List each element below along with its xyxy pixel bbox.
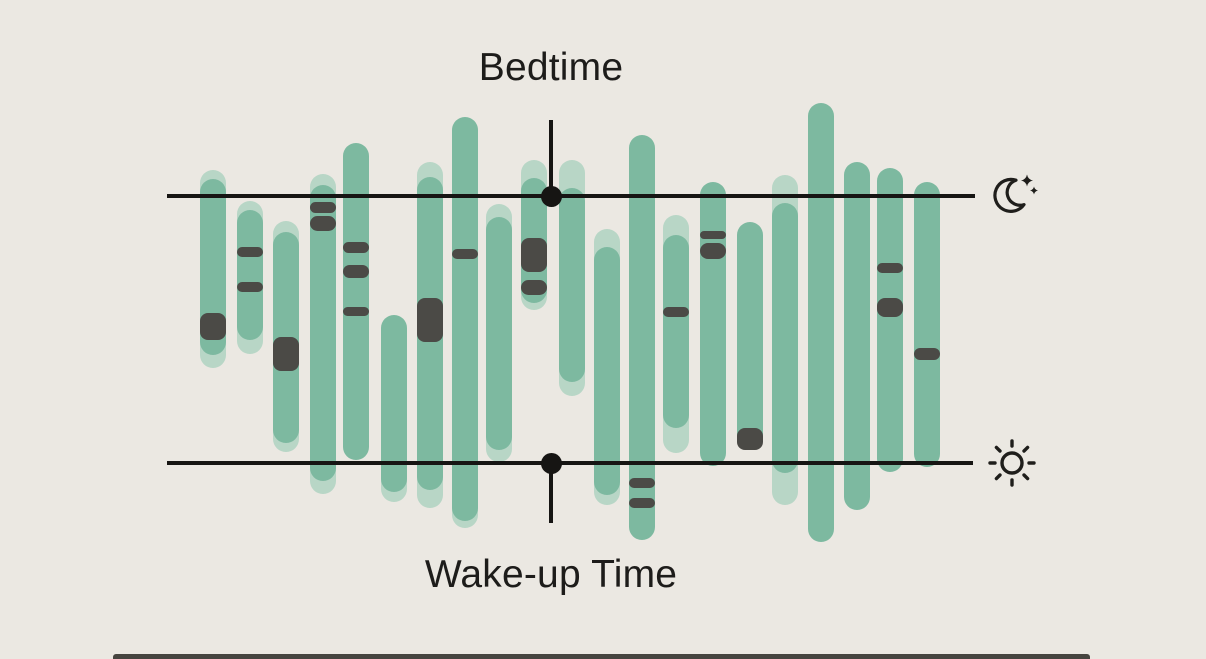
awake-segment [521,238,547,272]
awake-segment [452,249,478,259]
sleep-bar [914,182,940,467]
awake-segment [629,498,655,508]
sleep-bar [844,162,870,510]
bedtime-title: Bedtime [478,46,624,89]
wakeup-line [167,461,973,465]
bedtime-marker-dot [540,185,562,207]
sleep-bar [700,182,726,466]
wakeup-tick [549,463,553,523]
sleep-bar [381,315,407,492]
wakeup-marker-dot [540,452,562,474]
sleep-bar [343,143,369,460]
awake-segment [629,478,655,488]
bedtime-tick [549,120,553,196]
awake-segment [914,348,940,360]
moon-icon [993,174,1038,213]
awake-segment [310,202,336,213]
awake-segment [877,263,903,273]
awake-segment [521,280,547,295]
wakeup-title: Wake-up Time [424,553,678,596]
sleep-bar [237,210,263,340]
awake-segment [200,313,226,340]
awake-segment [343,307,369,316]
awake-segment [310,216,336,231]
awake-segment [417,298,443,342]
bottom-edge-bar [113,654,1090,659]
awake-segment [343,242,369,253]
sleep-bar [594,247,620,495]
awake-segment [273,337,299,371]
sleep-bar [772,203,798,473]
awake-segment [877,298,903,317]
sleep-bar [629,135,655,540]
sleep-bar [452,117,478,521]
sleep-bar [559,188,585,382]
sleep-bar [877,168,903,472]
sleep-bar [737,222,763,450]
sun-icon [988,439,1036,487]
awake-segment [343,265,369,278]
sleep-bar [310,185,336,481]
awake-segment [737,428,763,450]
awake-segment [700,231,726,239]
awake-segment [237,247,263,257]
bedtime-line [167,194,975,198]
sleep-bar [663,235,689,428]
awake-segment [237,282,263,292]
awake-segment [663,307,689,317]
sleep-bar [486,217,512,450]
awake-segment [700,243,726,259]
sleep-bar [808,103,834,542]
